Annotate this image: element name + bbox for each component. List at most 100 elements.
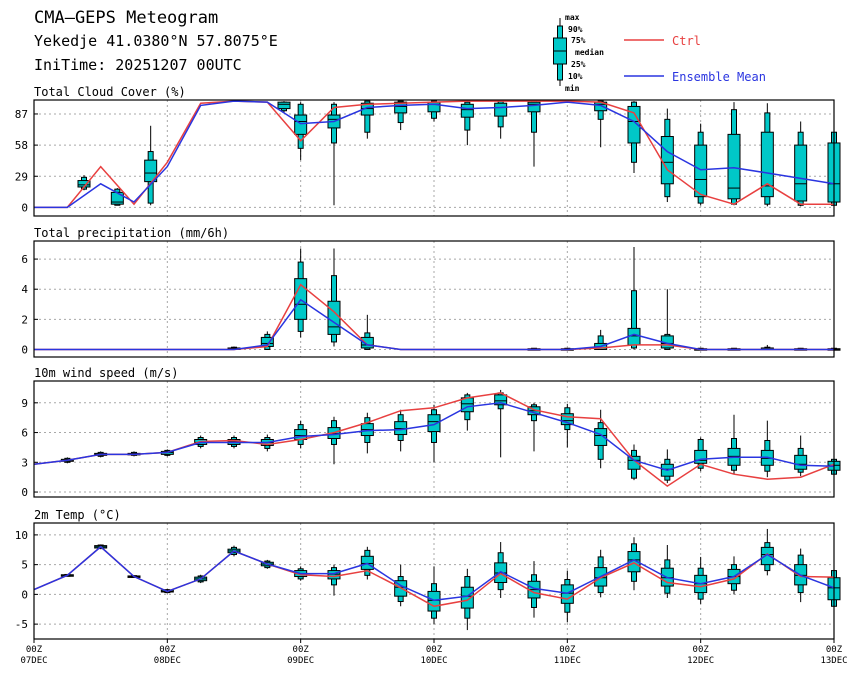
box-outer [364,100,371,133]
box-inner [277,101,291,110]
box-legend-p90: 90% [568,25,583,34]
box-plot [460,568,474,631]
x-tick-day: 07DEC [20,656,47,666]
ctrl-line-cloud [34,100,834,209]
series-legend: Ctrl Ensemble Mean [624,34,766,84]
box-inner [794,454,808,470]
box-plot [660,108,674,203]
x-tick-day: 12DEC [687,656,714,666]
y-tick-label: 0 [21,486,28,499]
mean-line-wind [33,402,835,471]
box-plot [327,102,341,206]
box-inner [527,101,541,113]
x-tick-hour: 00Z [559,645,576,655]
y-tick-label: 0 [21,588,28,601]
y-tick-label: 2 [21,313,28,326]
box-plot [727,414,741,475]
box-inner [560,413,574,426]
box-plot [594,100,608,148]
box-inner [760,131,774,198]
box-plot [727,102,741,206]
box-plot [327,564,341,596]
y-tick-label: 58 [15,139,28,152]
y-tick-label: 4 [21,283,28,296]
panel-title-cloud: Total Cloud Cover (%) [34,85,186,99]
box-plot [394,409,408,452]
panel-frame [33,99,835,217]
box-legend-median-label: median [575,47,604,57]
box-inner [727,133,741,200]
x-tick-day: 08DEC [154,656,181,666]
box-plot [760,528,774,576]
init-time-label: IniTime: 20251207 00UTC [34,56,242,74]
panel-frame [33,240,835,358]
y-tick-label: 0 [21,343,28,356]
y-tick-label: 9 [21,397,28,410]
box-inner [294,114,308,135]
mean-line-temp [33,545,835,602]
panel-precip: Total precipitation (mm/6h) 0 2 4 6 [21,226,841,358]
box-plot [660,289,674,350]
box-inner [427,590,441,612]
box-plot [360,412,374,454]
box-inner [760,546,774,566]
y-tick-label: 10 [15,529,28,542]
box-plot [327,416,341,465]
box-legend-p25: 25% [571,60,586,69]
x-tick-day: 10DEC [420,656,447,666]
box-plot [294,420,308,449]
box-legend-min: min [565,83,580,93]
box-inner [694,144,708,198]
y-tick-label: 6 [21,427,28,440]
box-plot [627,101,641,174]
box-plot [360,314,374,350]
box-outer [631,290,637,349]
box-plot [594,549,608,598]
x-tick-hour: 00Z [693,645,710,655]
box-plot [660,449,674,484]
box-plot [694,556,708,604]
box-inner [560,584,574,604]
box-plot [760,103,774,207]
box-inner [794,144,808,202]
box-inner [627,551,641,573]
box-inner [327,300,341,335]
mean-legend-label: Ensemble Mean [672,70,766,84]
location-label: Yekedje 41.0380°N 57.8075°E [34,32,278,50]
panel-cloud: Total Cloud Cover (%) 0 29 58 87 [15,85,841,217]
box-legend-max: max [565,13,580,22]
mean-line-precip [34,298,834,351]
y-tick-label: 6 [21,253,28,266]
box-plot [660,545,674,598]
box-inner [144,159,158,183]
box-plot [760,420,774,478]
box-inner [360,102,374,116]
box-plot [144,125,158,206]
y-tick-label: 29 [15,170,28,183]
box-inner [394,101,408,114]
panel-title-temp: 2m Temp (°C) [34,508,121,522]
box-plot [794,121,808,207]
panel-title-precip: Total precipitation (mm/6h) [34,226,229,240]
y-tick-label: 87 [15,108,28,121]
x-tick-hour: 00Z [159,645,176,655]
box-plot [694,123,708,206]
y-tick-label: 5 [21,559,28,572]
box-plot [494,389,508,458]
box-inner [494,394,508,406]
x-tick-day: 13DEC [820,656,847,666]
ctrl-legend-label: Ctrl [672,34,701,48]
box-plot [560,403,574,448]
box-plot [427,404,441,463]
y-tick-label: -5 [15,618,28,631]
x-tick-hour: 00Z [426,645,443,655]
box-inner [627,105,641,144]
box-plot [527,100,541,167]
chart-title: CMA—GEPS Meteogram [34,8,218,28]
box-legend-p75: 75% [571,36,586,45]
panel-wind: 10m wind speed (m/s) 0 3 6 9 [21,366,841,499]
y-tick-label: 3 [21,456,28,469]
panel-temp: 2m Temp (°C) -5 0 5 10 [15,508,841,640]
box-plot [277,101,291,113]
